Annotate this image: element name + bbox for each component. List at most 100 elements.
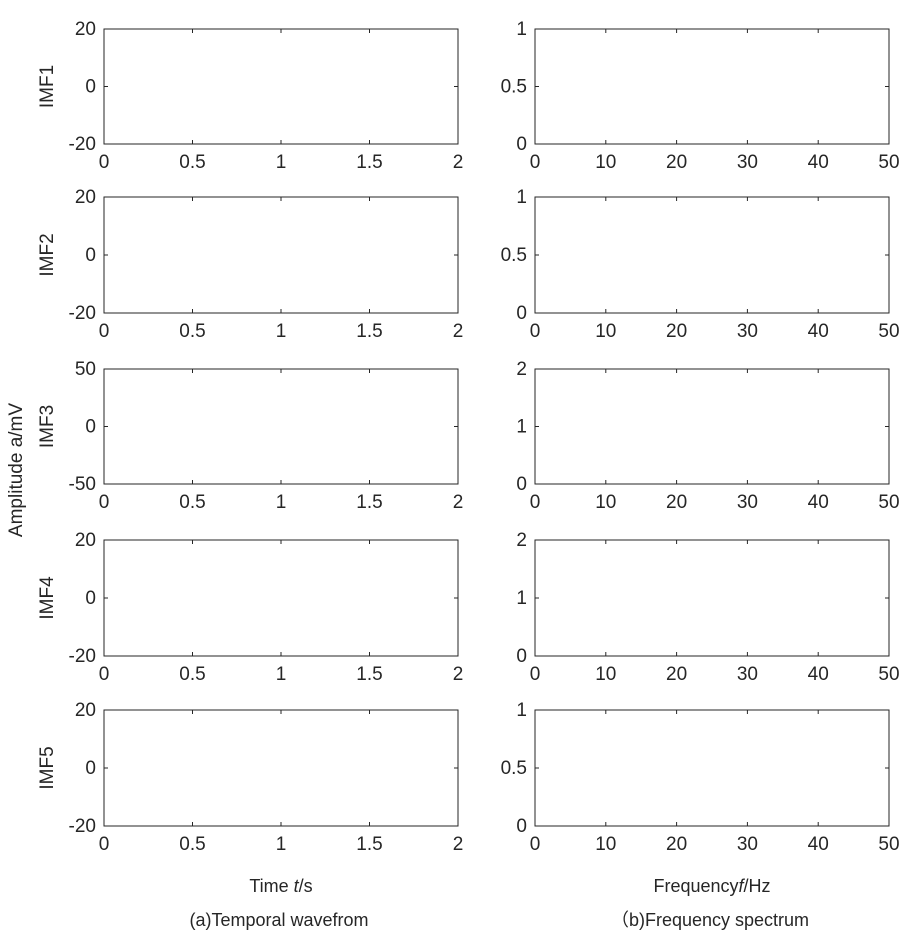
imf3-wave-xtick-label: 1.5 [356,492,382,513]
imf3-spectrum-xtick-label: 40 [808,492,829,513]
imf2-wave-xtick-label: 1.5 [356,321,382,342]
imf4-spectrum-xtick-label: 40 [808,664,829,685]
imf1-wave-xtick-label: 1.5 [356,152,382,173]
imf5-spectrum-panel: 1 0.5 00 10 20 30 40 50 [501,700,900,855]
imf2-spectrum-panel: 1 0.5 00 10 20 30 40 50 [501,187,900,342]
imf5-spectrum-xtick-label: 50 [878,834,899,855]
imf3-wave-axes-box [103,368,459,485]
imf1-wave-ytick-label: 0 [85,77,96,98]
caption-right: （b)Frequency spectrum [611,910,809,930]
imf5-wave-xtick-label: 2 [453,834,464,855]
imf5-spectrum-xtick-label: 40 [808,834,829,855]
imf4-spectrum-xtick-label: 10 [595,664,616,685]
imf4-wave-xtick-label: 2 [453,664,464,685]
left-xlabel: Time t/s [249,876,312,896]
imf3-wave-ytick-label: 0 [85,417,96,438]
imf1-wave-ytick-label: 20 [75,19,96,40]
imf3-spectrum-xtick-label: 50 [878,492,899,513]
imf1-wave-xtick-label: 0.5 [179,152,205,173]
imf4-wave-ytick-label: -20 [69,646,96,667]
imf5-spectrum-ytick-label: 0 [516,816,527,837]
imf3-spectrum-axes-box [534,368,890,485]
imf4-spectrum-xtick-label: 20 [666,664,687,685]
imf2-wave-xtick-label: 2 [453,321,464,342]
imf1-spectrum-xtick-label: 40 [808,152,829,173]
imf4-wave-xtick-label: 1 [276,664,287,685]
imf5-wave-xtick-label: 1 [276,834,287,855]
imf5-spectrum-ytick-label: 0.5 [501,758,527,779]
imf1-spectrum-xtick-label: 30 [737,152,758,173]
imf5-spectrum-axes-box [534,709,890,827]
imf4-wave-xtick-label: 1.5 [356,664,382,685]
imf3-spectrum-xtick-label: 20 [666,492,687,513]
imf4-wave-xtick-label: 0 [99,664,110,685]
imf3-row-label: IMF3 [37,405,58,448]
imf5-spectrum-xtick-label: 20 [666,834,687,855]
imf1-spectrum-panel: 1 0.5 00 10 20 30 40 50 [501,19,900,173]
imf3-spectrum-ytick-label: 1 [516,417,527,438]
imf2-spectrum-xtick-label: 20 [666,321,687,342]
imf4-spectrum-ytick-label: 1 [516,588,527,609]
imf5-wave-xtick-label: 0.5 [179,834,205,855]
imf2-row-label: IMF2 [37,233,58,276]
imf1-wave-xtick-label: 2 [453,152,464,173]
imf5-spectrum-xtick-label: 0 [530,834,541,855]
imf1-spectrum-ytick-label: 1 [516,19,527,40]
imf2-spectrum-xtick-label: 40 [808,321,829,342]
imf5-spectrum-xtick-label: 10 [595,834,616,855]
imf2-spectrum-axes-box [534,196,890,314]
imf4-wave-ytick-label: 20 [75,530,96,551]
imf1-wave-xtick-label: 1 [276,152,287,173]
imf2-spectrum-ytick-label: 0.5 [501,245,527,266]
imf5-row-label: IMF5 [37,746,58,789]
imf5-wave-ytick-label: 0 [85,758,96,779]
imf5-wave-xtick-label: 0 [99,834,110,855]
imf1-wave-ytick-label: -20 [69,134,96,155]
imf1-spectrum-xtick-label: 50 [878,152,899,173]
imf2-spectrum-xtick-label: 50 [878,321,899,342]
imf3-wave-xtick-label: 1 [276,492,287,513]
imf4-spectrum-xtick-label: 0 [530,664,541,685]
shared-ylabel: Amplitude a/mV [6,403,27,537]
imf3-spectrum-xtick-label: 30 [737,492,758,513]
imf4-row-label: IMF4 [37,576,58,620]
imf3-wave-ytick-label: 50 [75,359,96,380]
imf1-wave-axes-box [103,28,459,145]
imf3-wave-xtick-label: 2 [453,492,464,513]
imf2-wave-xtick-label: 1 [276,321,287,342]
imf2-wave-xtick-label: 0 [99,321,110,342]
imf1-spectrum-xtick-label: 0 [530,152,541,173]
imf2-spectrum-ytick-label: 1 [516,187,527,208]
imf2-spectrum-ytick-label: 0 [516,303,527,324]
caption-left: (a)Temporal wavefrom [189,910,368,930]
imf2-spectrum-xtick-label: 10 [595,321,616,342]
imf5-spectrum-xtick-label: 30 [737,834,758,855]
imf2-wave-axes-box [103,196,459,314]
imf2-wave-xtick-label: 0.5 [179,321,205,342]
imf3-spectrum-xtick-label: 0 [530,492,541,513]
imf1-row-label: IMF1 [37,65,58,108]
imf2-wave-ytick-label: -20 [69,303,96,324]
imf4-wave-axes-box [103,539,459,657]
imf3-wave-xtick-label: 0.5 [179,492,205,513]
imf5-wave-ytick-label: 20 [75,700,96,721]
imf3-wave-ytick-label: -50 [69,474,96,495]
imf4-spectrum-axes-box [534,539,890,657]
imf3-spectrum-ytick-label: 2 [516,359,527,380]
imf2-spectrum-xtick-label: 0 [530,321,541,342]
imf5-wave-xtick-label: 1.5 [356,834,382,855]
imf1-wave-xtick-label: 0 [99,152,110,173]
imf1-spectrum-xtick-label: 20 [666,152,687,173]
imf2-wave-ytick-label: 20 [75,187,96,208]
right-xlabel: Frequencyf/Hz [653,876,770,896]
imf4-spectrum-xtick-label: 30 [737,664,758,685]
imf1-spectrum-axes-box [534,28,890,145]
imf5-wave-ytick-label: -20 [69,816,96,837]
